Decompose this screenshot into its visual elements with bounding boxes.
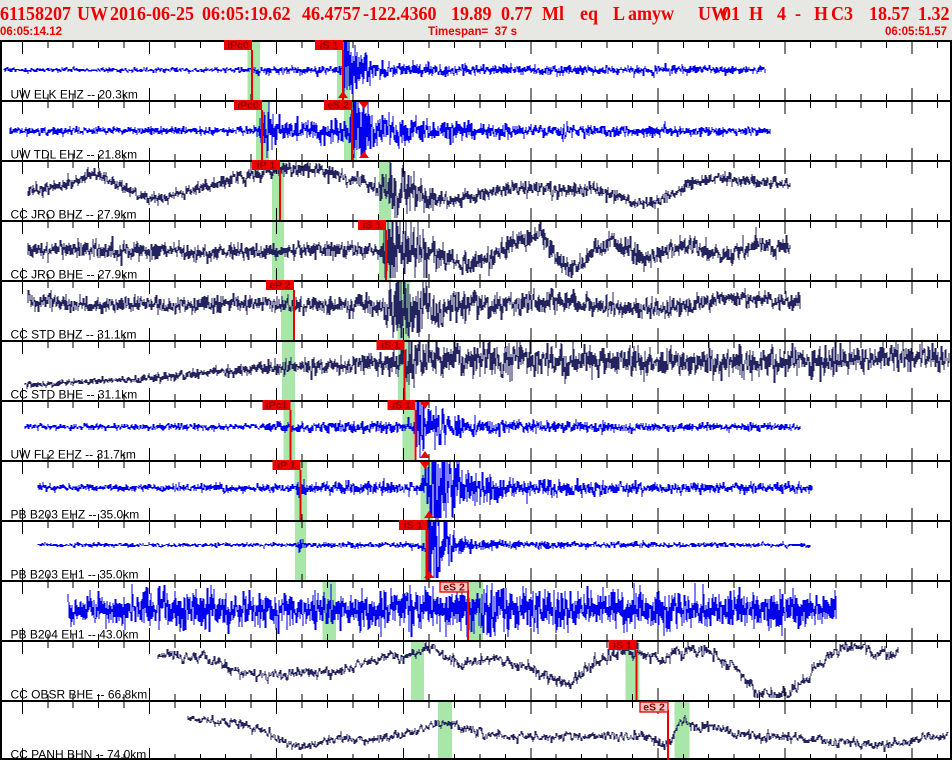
svg-text:eS 2: eS 2 bbox=[443, 582, 465, 594]
svg-text:iPc0: iPc0 bbox=[237, 100, 259, 112]
svg-text:iPc1: iPc1 bbox=[266, 400, 288, 412]
svg-text:iS 1: iS 1 bbox=[363, 220, 382, 232]
svg-text:UW TDL EHZ -- 21.8km: UW TDL EHZ -- 21.8km bbox=[11, 148, 138, 162]
svg-text:PB B203 EHZ -- 35.0km: PB B203 EHZ -- 35.0km bbox=[11, 508, 140, 522]
svg-text:CC JRO BHZ -- 27.9km: CC JRO BHZ -- 27.9km bbox=[11, 208, 137, 222]
svg-text:CC STD BHZ -- 31.1km: CC STD BHZ -- 31.1km bbox=[11, 328, 137, 342]
svg-text:PB B203 EH1 -- 35.0km: PB B203 EH1 -- 35.0km bbox=[11, 568, 139, 582]
svg-text:iS 1: iS 1 bbox=[613, 640, 632, 652]
svg-text:CC PANH BHN -- 74.0km: CC PANH BHN -- 74.0km bbox=[11, 748, 147, 760]
svg-text:UW ELK EHZ -- 20.3km: UW ELK EHZ -- 20.3km bbox=[11, 88, 138, 102]
svg-text:iPc0: iPc0 bbox=[227, 40, 249, 52]
svg-text:iS 1: iS 1 bbox=[320, 40, 339, 52]
svg-text:iS 1: iS 1 bbox=[392, 400, 411, 412]
svg-text:CC OBSR BHE -- 66.8km: CC OBSR BHE -- 66.8km bbox=[11, 688, 148, 702]
svg-text:PB B204 EH1 -- 43.0km: PB B204 EH1 -- 43.0km bbox=[11, 628, 139, 642]
svg-text:eP 2: eP 2 bbox=[269, 280, 291, 292]
svg-text:eS 2: eS 2 bbox=[643, 702, 665, 714]
svg-text:iS 1: iS 1 bbox=[404, 520, 423, 532]
svg-text:iS 1: iS 1 bbox=[381, 340, 400, 352]
svg-text:CC JRO BHE -- 27.9km: CC JRO BHE -- 27.9km bbox=[11, 268, 138, 282]
svg-text:UW FL2 EHZ -- 31.7km: UW FL2 EHZ -- 31.7km bbox=[11, 448, 136, 462]
svg-text:iP 1: iP 1 bbox=[277, 460, 296, 472]
svg-text:eS 2: eS 2 bbox=[327, 100, 349, 112]
svg-text:iP 1: iP 1 bbox=[257, 160, 276, 172]
svg-text:CC STD BHE -- 31.1km: CC STD BHE -- 31.1km bbox=[11, 388, 138, 402]
